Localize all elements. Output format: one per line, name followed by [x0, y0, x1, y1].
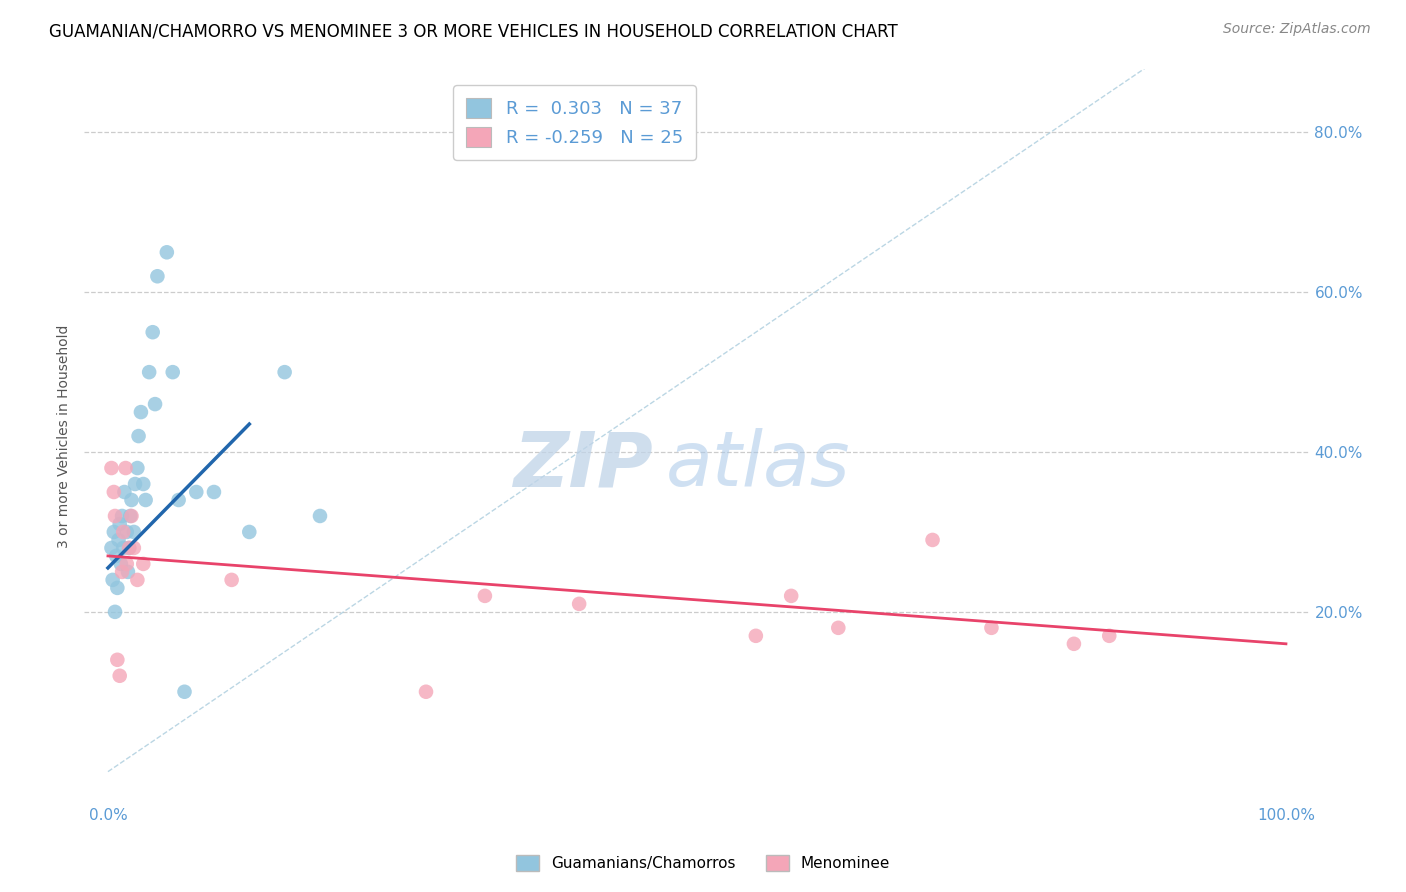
Point: [127, 461, 149, 475]
Point: [128, 429, 150, 443]
Text: GUAMANIAN/CHAMORRO VS MENOMINEE 3 OR MORE VEHICLES IN HOUSEHOLD CORRELATION CHAR: GUAMANIAN/CHAMORRO VS MENOMINEE 3 OR MOR…: [49, 22, 898, 40]
Point: [980, 621, 1002, 635]
Point: [745, 629, 768, 643]
Point: [1098, 629, 1121, 643]
Point: [568, 597, 591, 611]
Point: [309, 508, 332, 523]
Point: [104, 508, 127, 523]
Y-axis label: 3 or more Vehicles in Household: 3 or more Vehicles in Household: [58, 325, 72, 548]
Point: [105, 653, 128, 667]
Point: [110, 557, 132, 571]
Point: [115, 524, 138, 539]
Point: [142, 325, 165, 339]
Point: [122, 524, 145, 539]
Text: Source: ZipAtlas.com: Source: ZipAtlas.com: [1223, 22, 1371, 37]
Point: [100, 461, 122, 475]
Point: [105, 581, 128, 595]
Point: [143, 397, 166, 411]
Point: [112, 524, 135, 539]
Point: [124, 477, 146, 491]
Point: [112, 485, 135, 500]
Point: [1063, 637, 1085, 651]
Point: [132, 477, 155, 491]
Point: [118, 541, 141, 555]
Point: [122, 541, 145, 555]
Point: [780, 589, 803, 603]
Text: ZIP: ZIP: [515, 428, 654, 502]
Point: [108, 516, 131, 531]
Point: [221, 573, 243, 587]
Point: [120, 508, 142, 523]
Point: [121, 508, 143, 523]
Legend: Guamanians/Chamorros, Menominee: Guamanians/Chamorros, Menominee: [509, 849, 897, 877]
Point: [103, 485, 125, 500]
Point: [173, 685, 195, 699]
Point: [238, 524, 260, 539]
Point: [100, 541, 122, 555]
Point: [117, 565, 139, 579]
Point: [167, 493, 190, 508]
Point: [156, 245, 179, 260]
Point: [474, 589, 496, 603]
Point: [138, 365, 160, 379]
Legend: R =  0.303   N = 37, R = -0.259   N = 25: R = 0.303 N = 37, R = -0.259 N = 25: [453, 85, 696, 160]
Point: [112, 541, 135, 555]
Point: [273, 365, 295, 379]
Point: [101, 573, 124, 587]
Point: [115, 557, 138, 571]
Point: [108, 669, 131, 683]
Point: [105, 549, 128, 563]
Point: [202, 485, 225, 500]
Point: [132, 557, 155, 571]
Point: [107, 533, 129, 547]
Point: [111, 508, 134, 523]
Point: [129, 405, 152, 419]
Point: [135, 493, 157, 508]
Point: [827, 621, 849, 635]
Point: [921, 533, 943, 547]
Point: [104, 605, 127, 619]
Point: [186, 485, 208, 500]
Point: [415, 685, 437, 699]
Text: atlas: atlas: [666, 428, 851, 502]
Point: [103, 524, 125, 539]
Point: [111, 565, 134, 579]
Point: [114, 461, 136, 475]
Point: [118, 541, 141, 555]
Point: [121, 493, 143, 508]
Point: [146, 269, 169, 284]
Point: [162, 365, 184, 379]
Point: [127, 573, 149, 587]
